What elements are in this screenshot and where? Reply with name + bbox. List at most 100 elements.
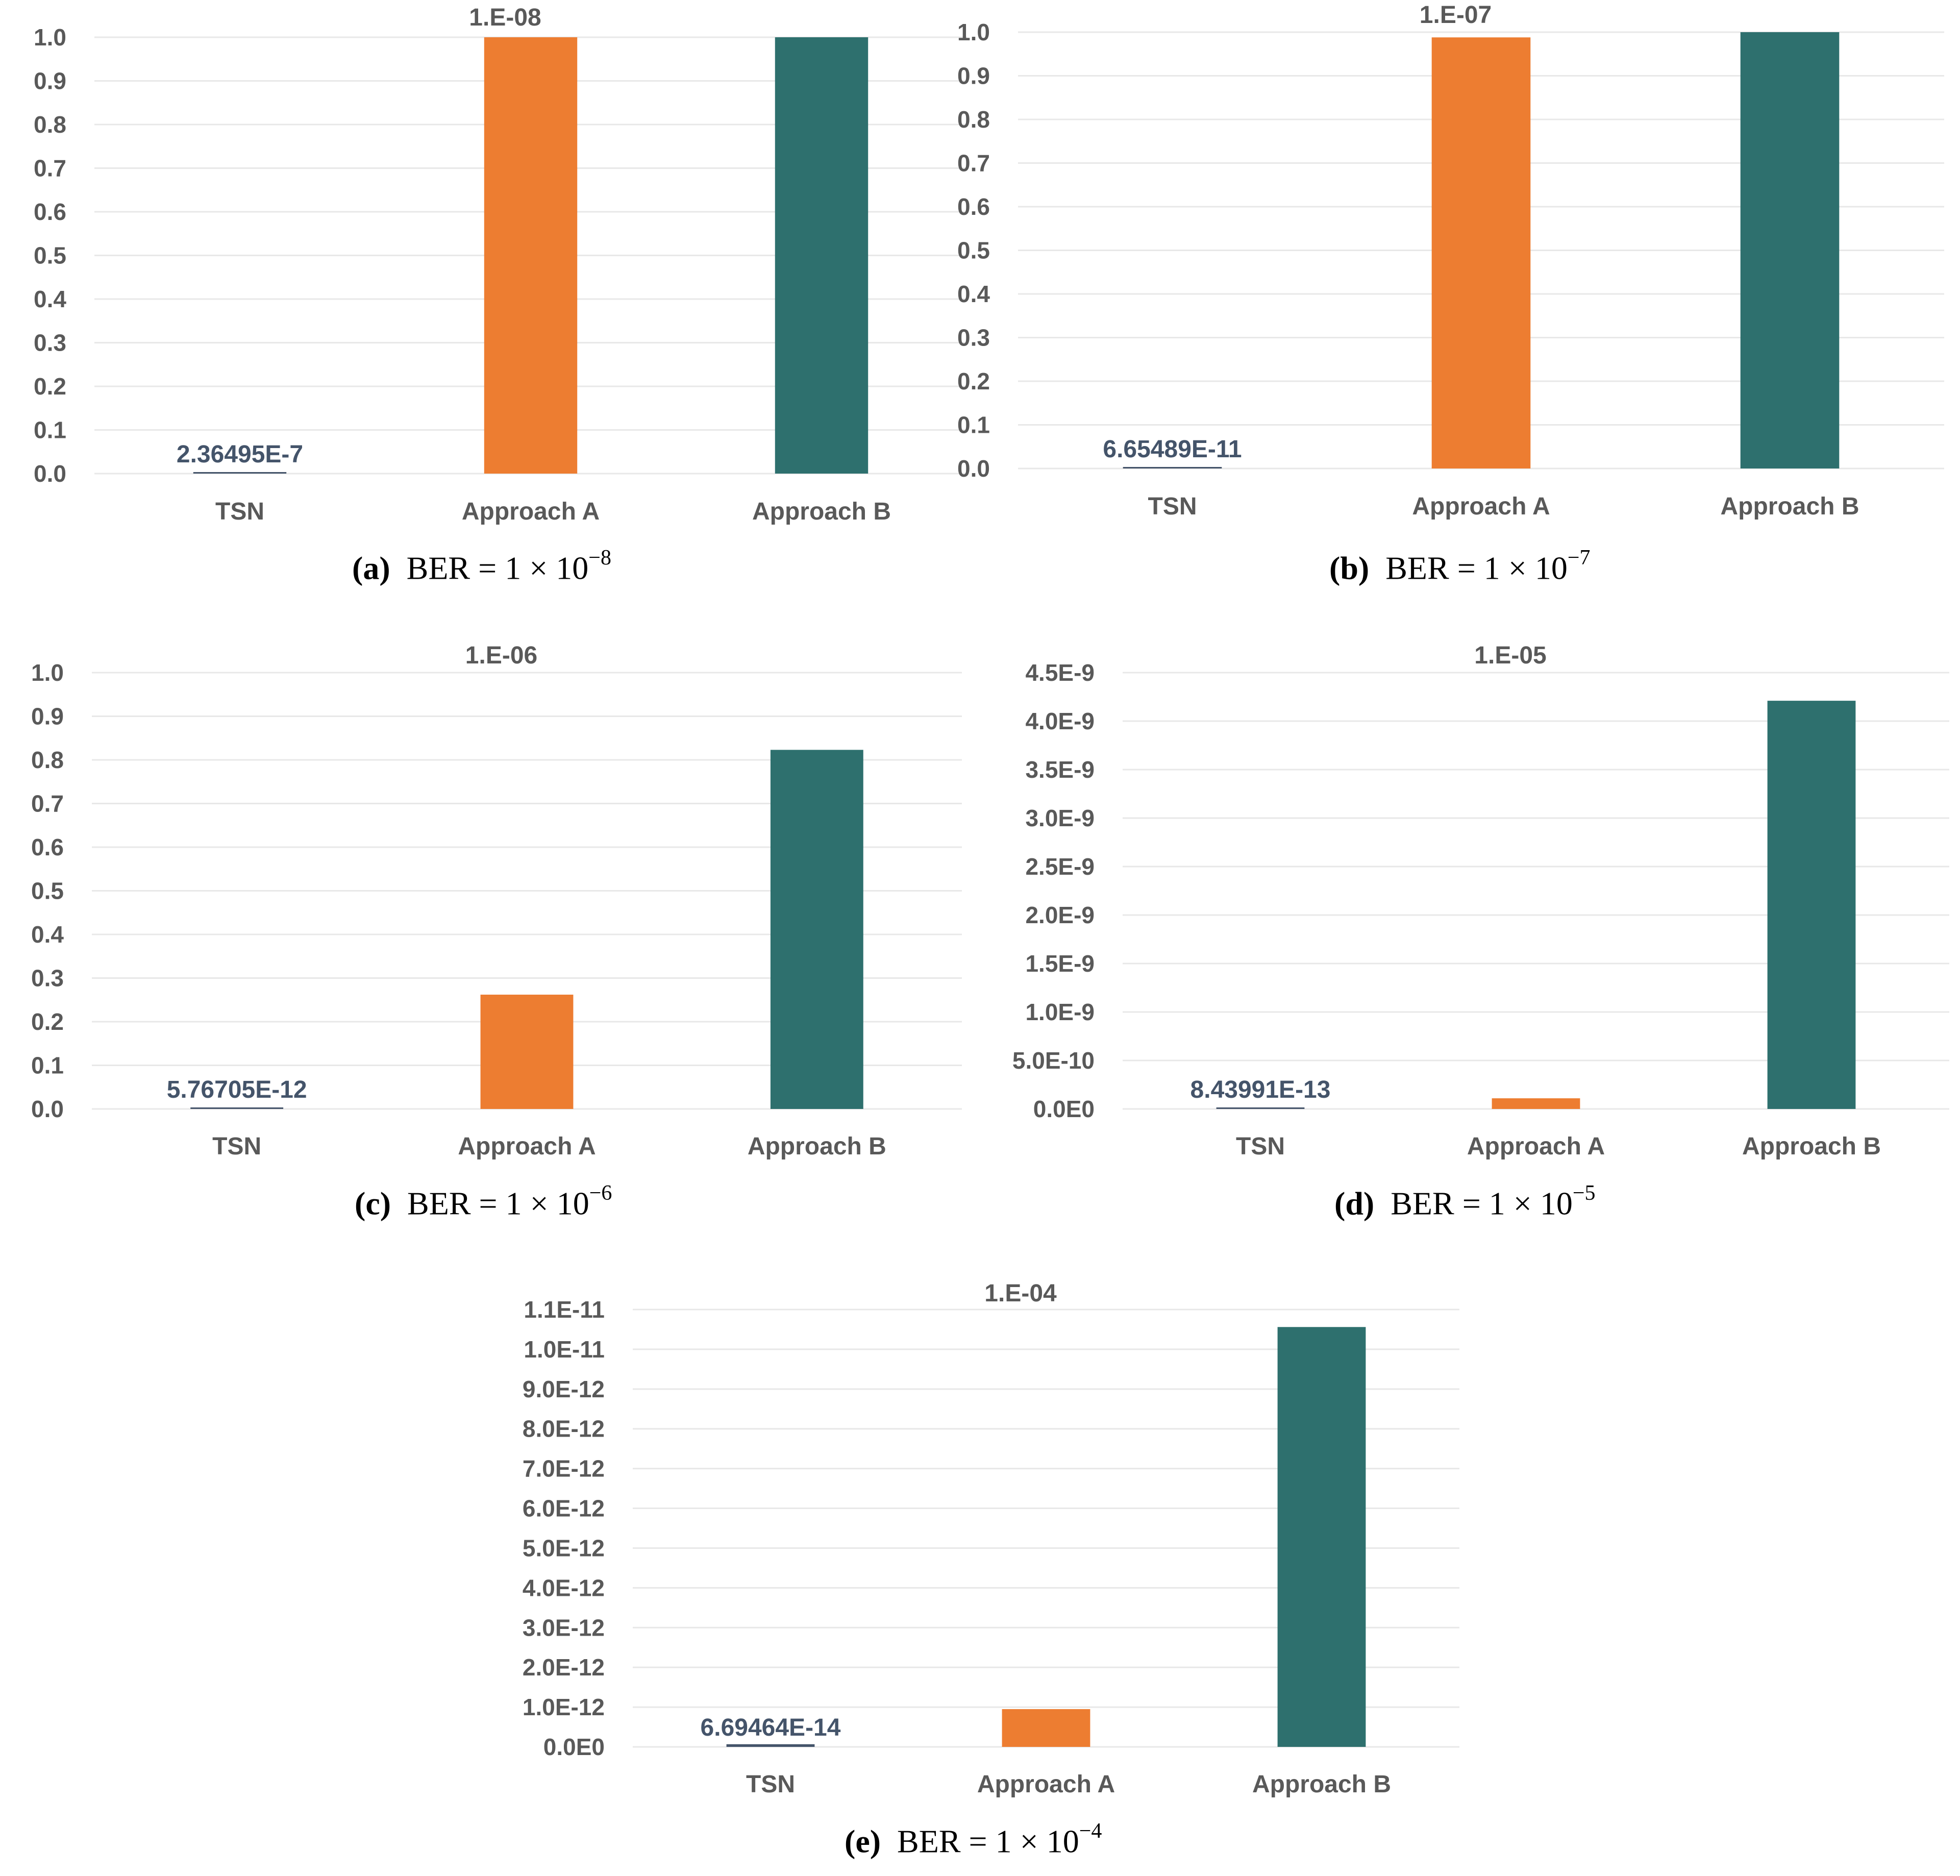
x-category-label: Approach A [1467, 1133, 1605, 1160]
y-tick-label: 1.0 [31, 659, 64, 686]
y-tick-label: 4.5E-9 [1025, 659, 1095, 686]
y-tick-label: 3.0E-12 [523, 1614, 605, 1641]
x-category-label: Approach B [1742, 1133, 1881, 1160]
y-tick-label: 0.8 [957, 106, 990, 133]
y-tick-label: 0.6 [957, 193, 990, 220]
caption-exponent: −5 [1572, 1181, 1596, 1205]
y-tick-label: 3.0E-9 [1025, 805, 1095, 831]
y-tick-label: 4.0E-12 [523, 1574, 605, 1601]
chart-title: 1.E-05 [1474, 642, 1546, 669]
y-tick-label: 9.0E-12 [523, 1376, 605, 1402]
y-tick-label: 1.5E-9 [1025, 950, 1095, 977]
x-category-label: Approach B [1720, 493, 1859, 520]
y-tick-label: 0.2 [957, 368, 990, 394]
y-tick-label: 0.8 [31, 747, 64, 773]
data-label: 2.36495E-7 [177, 441, 303, 468]
y-tick-label: 0.0 [34, 460, 66, 487]
x-category-label: Approach A [462, 498, 600, 525]
x-category-label: Approach B [748, 1133, 886, 1160]
chart-svg-b: 1.E-07 0.0 0.1 0.2 0.3 0.4 0.5 0.6 0.7 0.8 0.9 1.0 T… [957, 2, 1944, 520]
y-tick-label: 1.0E-11 [524, 1336, 605, 1363]
chart-svg-d: 1.E-05 0.0E0 5.0E-10 1.0E-9 1.5E-9 2.0E-9 2.5E… [1012, 642, 1949, 1160]
y-tick-label: 1.0 [34, 24, 66, 51]
bar-approach-b [770, 750, 863, 1109]
y-tick-label: 0.0E0 [1033, 1096, 1095, 1122]
caption-tag: (a) [352, 550, 390, 586]
chart-panel-c: 1.E-06 0.0 0.1 0.2 0.3 0.4 0.5 0.6 0.7 0.8 0.9 1.0 T… [0, 0, 980, 1276]
y-tick-label: 3.5E-9 [1025, 756, 1095, 783]
y-tick-label: 5.0E-10 [1012, 1047, 1095, 1074]
x-category-label: Approach B [752, 498, 891, 525]
y-tick-label: 8.0E-12 [523, 1416, 605, 1442]
y-tick-label: 6.0E-12 [523, 1495, 605, 1522]
bar-approach-a [1002, 1709, 1090, 1747]
y-tick-label: 0.9 [34, 68, 66, 94]
y-tick-label: 0.5 [31, 878, 64, 904]
bar-approach-b [1767, 701, 1856, 1109]
bar-tsn [1216, 1107, 1305, 1109]
x-category-label: TSN [212, 1133, 261, 1160]
y-tick-label: 0.3 [34, 330, 66, 356]
y-tick-label: 0.7 [34, 155, 66, 182]
chart-title: 1.E-04 [984, 1280, 1057, 1307]
caption-c: (c) BER = 1 × 10−6 [355, 1181, 612, 1222]
bar-approach-a [1431, 37, 1531, 468]
y-tick-label: 0.0E0 [543, 1734, 605, 1760]
y-tick-label: 0.7 [31, 791, 64, 817]
bar-approach-b [1740, 32, 1840, 468]
y-tick-label: 1.0E-9 [1025, 999, 1095, 1025]
data-label: 6.69464E-14 [701, 1714, 841, 1741]
y-tick-label: 0.6 [31, 834, 64, 860]
caption-text: BER = 1 × 10 [407, 1185, 589, 1222]
y-tick-label: 5.0E-12 [523, 1535, 605, 1561]
data-label: 8.43991E-13 [1190, 1076, 1331, 1103]
bar-tsn [726, 1744, 815, 1747]
y-tick-label: 0.7 [957, 150, 990, 177]
y-tick-label: 0.4 [957, 281, 990, 307]
bar-tsn [190, 1107, 284, 1109]
bar-approach-b [1277, 1327, 1366, 1747]
data-label: 5.76705E-12 [167, 1076, 307, 1103]
bar-tsn [1123, 467, 1222, 468]
bar-approach-a [480, 994, 574, 1109]
y-tick-label: 0.6 [34, 199, 66, 225]
chart-title: 1.E-06 [465, 642, 537, 669]
caption-b: (b) BER = 1 × 10−7 [1329, 546, 1591, 587]
caption-text: BER = 1 × 10 [897, 1823, 1079, 1860]
caption-tag: (b) [1329, 550, 1370, 586]
y-tick-label: 0.5 [957, 237, 990, 264]
x-category-label: Approach B [1252, 1771, 1391, 1798]
y-tick-label: 0.1 [34, 417, 66, 443]
x-category-label: Approach A [458, 1133, 596, 1160]
caption-tag: (d) [1334, 1185, 1375, 1222]
caption-exponent: −6 [589, 1181, 612, 1205]
caption-a: (a) BER = 1 × 10−8 [352, 546, 611, 587]
y-tick-label: 0.4 [34, 286, 66, 312]
y-tick-label: 0.9 [957, 63, 990, 89]
chart-svg-a: 1.E-08 0.0 0.1 0.2 0.3 0.4 0.5 0.6 0.7 0.8 0.9 1.0 T… [34, 4, 967, 525]
bar-tsn [193, 472, 287, 474]
y-tick-label: 0.3 [957, 325, 990, 351]
bar-approach-b [775, 37, 869, 474]
y-tick-label: 0.2 [31, 1008, 64, 1035]
caption-text: BER = 1 × 10 [406, 550, 589, 586]
y-tick-label: 0.3 [31, 965, 64, 992]
caption-tag: (c) [355, 1185, 391, 1222]
data-label: 6.65489E-11 [1103, 436, 1242, 463]
y-tick-label: 4.0E-9 [1025, 708, 1095, 734]
caption-exponent: −4 [1079, 1819, 1102, 1843]
bar-approach-a [484, 37, 578, 474]
y-tick-label: 2.5E-9 [1025, 853, 1095, 880]
y-tick-label: 0.0 [957, 455, 990, 482]
caption-e: (e) BER = 1 × 10−4 [845, 1819, 1102, 1860]
x-category-label: TSN [215, 498, 264, 525]
y-tick-label: 0.4 [31, 921, 64, 948]
y-tick-label: 2.0E-9 [1025, 902, 1095, 928]
caption-d: (d) BER = 1 × 10−5 [1334, 1181, 1596, 1222]
y-tick-label: 0.5 [34, 242, 66, 269]
x-category-label: Approach A [977, 1771, 1115, 1798]
y-tick-label: 2.0E-12 [523, 1654, 605, 1681]
bar-approach-a [1492, 1098, 1580, 1109]
